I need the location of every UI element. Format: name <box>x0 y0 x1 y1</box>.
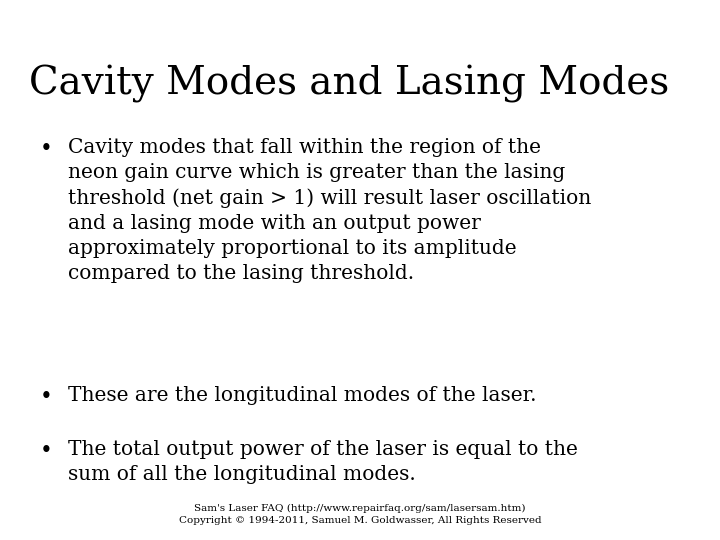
Text: •: • <box>40 386 53 408</box>
Text: Sam's Laser FAQ (http://www.repairfaq.org/sam/lasersam.htm)
Copyright © 1994-201: Sam's Laser FAQ (http://www.repairfaq.or… <box>179 504 541 525</box>
Text: The total output power of the laser is equal to the
sum of all the longitudinal : The total output power of the laser is e… <box>68 440 578 484</box>
Text: •: • <box>40 138 53 160</box>
Text: These are the longitudinal modes of the laser.: These are the longitudinal modes of the … <box>68 386 537 405</box>
Text: •: • <box>40 440 53 462</box>
Text: Cavity Modes and Lasing Modes: Cavity Modes and Lasing Modes <box>29 65 669 103</box>
Text: Cavity modes that fall within the region of the
neon gain curve which is greater: Cavity modes that fall within the region… <box>68 138 592 282</box>
